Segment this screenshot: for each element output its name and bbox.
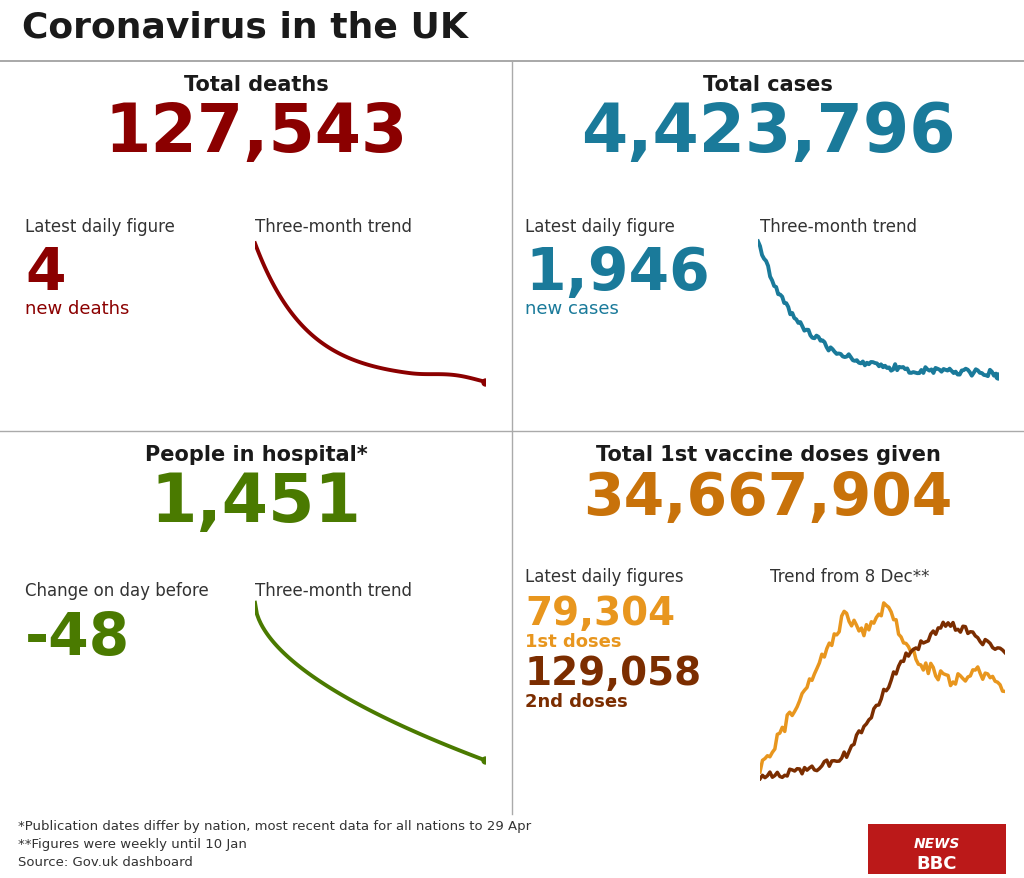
Text: 1,451: 1,451 [151, 470, 361, 536]
Text: 34,667,904: 34,667,904 [584, 470, 952, 527]
Text: *Publication dates differ by nation, most recent data for all nations to 29 Apr: *Publication dates differ by nation, mos… [18, 819, 531, 832]
Text: new cases: new cases [525, 299, 618, 318]
Text: Three-month trend: Three-month trend [760, 218, 918, 235]
Text: Total deaths: Total deaths [183, 75, 329, 95]
Text: Trend from 8 Dec**: Trend from 8 Dec** [770, 567, 930, 586]
Text: BBC: BBC [916, 854, 957, 872]
Text: 4: 4 [25, 245, 66, 302]
Bar [868, 824, 1006, 874]
Text: 2nd doses: 2nd doses [525, 692, 628, 710]
Text: new deaths: new deaths [25, 299, 129, 318]
Text: 129,058: 129,058 [525, 654, 702, 692]
Text: **Figures were weekly until 10 Jan: **Figures were weekly until 10 Jan [18, 837, 247, 850]
Text: Three-month trend: Three-month trend [255, 218, 412, 235]
Text: -48: -48 [25, 609, 130, 666]
Text: 79,304: 79,304 [525, 594, 675, 632]
Text: 4,423,796: 4,423,796 [581, 100, 955, 166]
Text: Latest daily figures: Latest daily figures [525, 567, 684, 586]
Text: Total 1st vaccine doses given: Total 1st vaccine doses given [596, 444, 940, 464]
Text: Change on day before: Change on day before [25, 581, 209, 600]
Text: Total cases: Total cases [703, 75, 833, 95]
Text: People in hospital*: People in hospital* [144, 444, 368, 464]
Text: Latest daily figure: Latest daily figure [25, 218, 175, 235]
Text: Coronavirus in the UK: Coronavirus in the UK [22, 10, 468, 44]
Text: Source: Gov.uk dashboard: Source: Gov.uk dashboard [18, 855, 193, 868]
Text: 1st doses: 1st doses [525, 632, 622, 651]
Text: Three-month trend: Three-month trend [255, 581, 412, 600]
Text: NEWS: NEWS [913, 836, 961, 850]
Text: 1,946: 1,946 [525, 245, 710, 302]
Text: 127,543: 127,543 [104, 100, 408, 166]
Text: Latest daily figure: Latest daily figure [525, 218, 675, 235]
